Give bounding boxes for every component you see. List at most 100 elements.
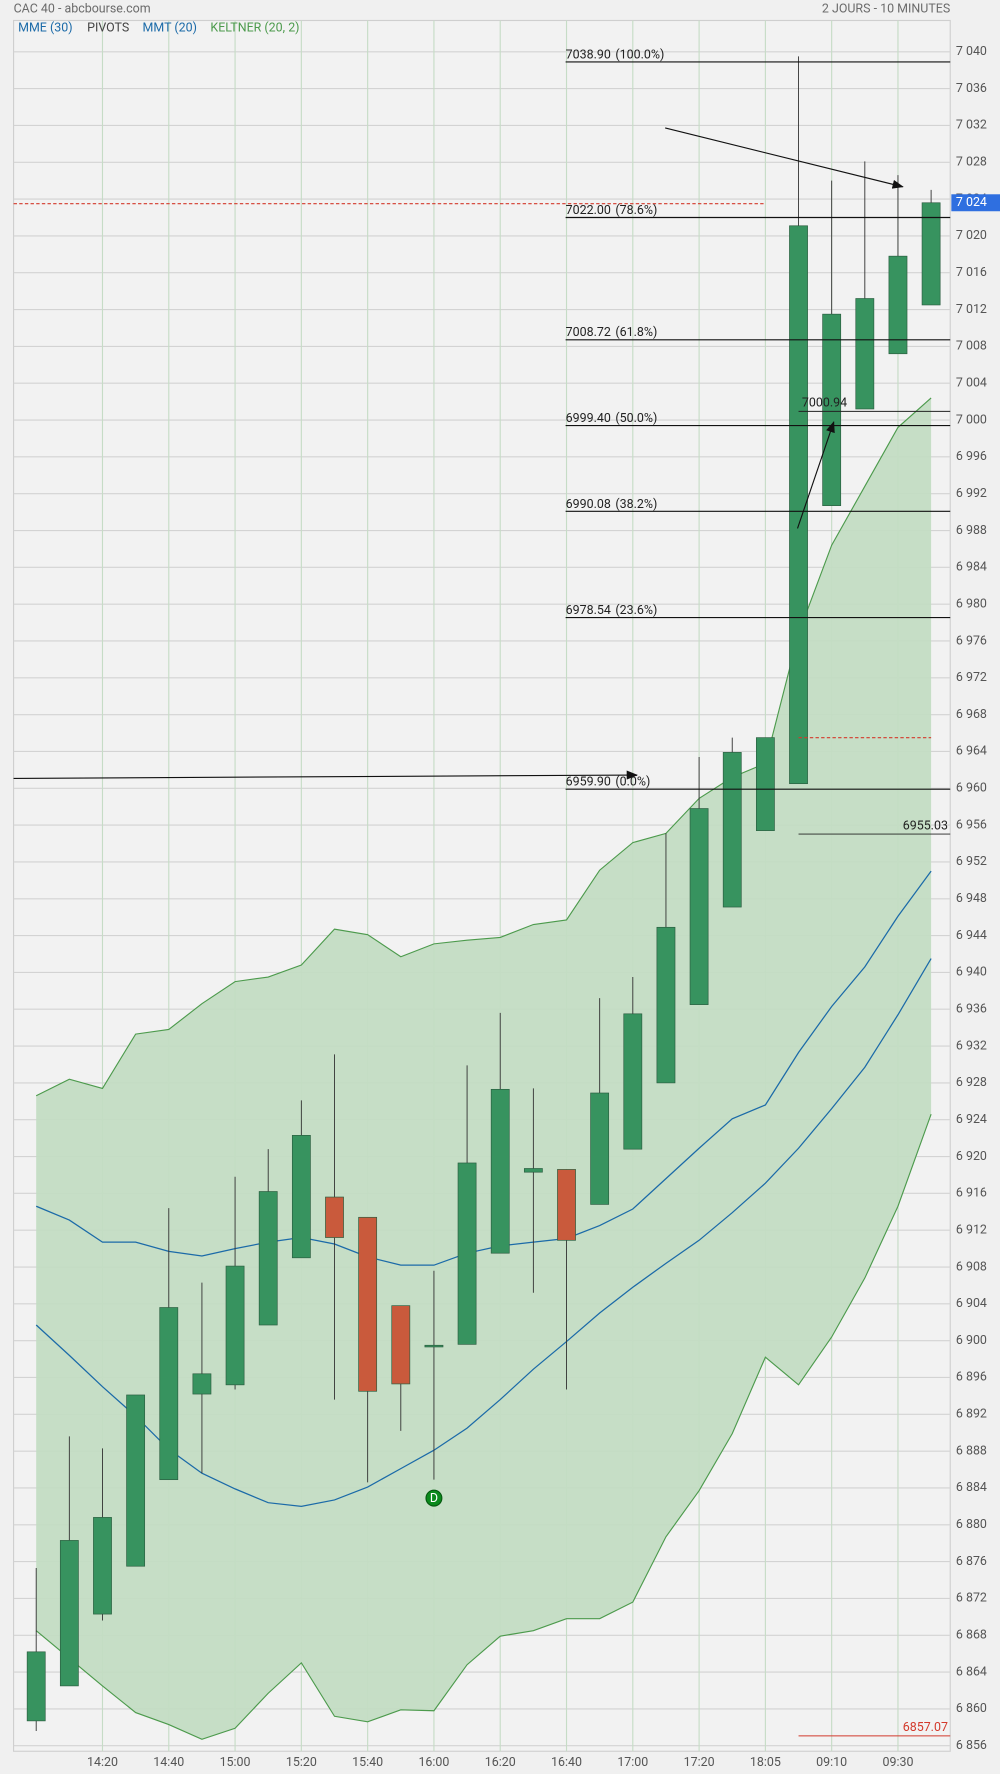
x-tick-label: 09:30 (882, 1755, 913, 1770)
candle-body (59, 1540, 79, 1687)
y-tick-label: 6 896 (956, 1370, 987, 1385)
candle-body (755, 737, 775, 831)
y-tick-label: 7 032 (956, 118, 987, 133)
level-label: 6857.07 (903, 1720, 948, 1735)
moving-averages (35, 870, 932, 1507)
candle-body (126, 1394, 146, 1567)
y-tick-label: 6 872 (956, 1591, 987, 1606)
candles (26, 56, 941, 1731)
level-label: 7000.94 (802, 396, 847, 411)
y-tick-label: 6 972 (956, 670, 987, 685)
y-tick-label: 7 036 (956, 81, 987, 96)
y-tick-label: 6 912 (956, 1222, 987, 1237)
candle-body (358, 1216, 378, 1392)
chart-subtitle: 2 JOURS - 10 MINUTES (822, 1, 950, 16)
legend: MME (30) PIVOTS MMT (20) KELTNER (20, 2) (18, 21, 299, 36)
fib-ratio: (100.0%) (615, 47, 664, 62)
y-tick-label: 7 000 (956, 412, 987, 427)
fib-ratio: (78.6%) (615, 203, 657, 218)
x-tick-label: 15:00 (220, 1755, 251, 1770)
chart-title: CAC 40 - abcbourse.com (14, 1, 151, 16)
x-tick-label: 17:00 (617, 1755, 648, 1770)
y-tick-label: 6 940 (956, 965, 987, 980)
x-tick-label: 15:20 (286, 1755, 317, 1770)
fib-ratio: (61.8%) (615, 325, 657, 340)
y-tick-label: 6 860 (956, 1701, 987, 1716)
candle-body (921, 202, 941, 306)
candle-body (192, 1373, 212, 1395)
y-tick-label: 6 932 (956, 1038, 987, 1053)
ma-line (35, 958, 932, 1507)
fib-price: 7038.90 (566, 47, 611, 62)
keltner-upper (35, 397, 932, 1097)
legend-entry: PIVOTS (87, 21, 129, 36)
x-tick-label: 16:40 (551, 1755, 582, 1770)
y-tick-label: 6 876 (956, 1554, 987, 1569)
y-tick-label: 6 984 (956, 560, 987, 575)
candle-body (93, 1517, 112, 1615)
candle-body (623, 1013, 643, 1150)
fib-price: 6990.08 (566, 497, 611, 512)
keltner-fill (36, 397, 932, 1740)
legend-entry: KELTNER (20, 2) (210, 21, 299, 36)
candle-body (722, 752, 742, 908)
y-tick-label: 7 004 (956, 375, 987, 390)
y-tick-label: 6 888 (956, 1443, 987, 1458)
annotations: 7038.90 (100.0%) 7022.00 (78.6%) 7008.72 (61.… (13, 47, 951, 1737)
level-label: 6955.03 (903, 818, 948, 833)
x-tick-label: 14:40 (153, 1755, 184, 1770)
y-tick-label: 7 008 (956, 339, 987, 354)
keltner-band (35, 397, 932, 1740)
candle-body (855, 298, 875, 410)
signal-marker (425, 1489, 443, 1507)
y-tick-label: 7 012 (956, 302, 987, 317)
signal-label: D (430, 1491, 438, 1506)
y-tick-label: 6 956 (956, 817, 987, 832)
fib-ratio: (50.0%) (615, 411, 657, 426)
candle-body (159, 1307, 179, 1481)
y-tick-label: 6 884 (956, 1480, 987, 1495)
y-tick-label: 6 952 (956, 854, 987, 869)
candle-body (689, 808, 709, 1005)
candle-body (258, 1191, 278, 1326)
legend-entry: MME (30) (18, 21, 72, 36)
ma-line (35, 870, 932, 1266)
candle-body (291, 1135, 311, 1259)
y-tick-label: 6 948 (956, 891, 987, 906)
x-tick-label: 16:20 (485, 1755, 516, 1770)
candle-body (325, 1196, 344, 1238)
candle-body (822, 313, 842, 506)
y-tick-label: 6 916 (956, 1186, 987, 1201)
y-tick-label: 6 992 (956, 486, 987, 501)
fib-price: 7022.00 (566, 203, 611, 218)
y-tick-label: 6 964 (956, 744, 987, 759)
candle-body (590, 1092, 610, 1205)
y-tick-label: 7 040 (956, 44, 987, 59)
fib-price: 6999.40 (566, 411, 611, 426)
y-tick-label: 6 976 (956, 633, 987, 648)
fib-price: 6959.90 (566, 775, 611, 790)
x-tick-label: 14:20 (87, 1755, 118, 1770)
y-tick-label: 6 904 (956, 1296, 987, 1311)
candle-body (888, 255, 908, 355)
y-tick-label: 7 020 (956, 228, 987, 243)
fib-ratio: (23.6%) (615, 603, 657, 618)
axes: 6 856 6 860 6 864 6 868 6 872 6 876 6 880 6 884… (87, 44, 1000, 1770)
y-tick-label: 6 856 (956, 1738, 987, 1753)
y-tick-label: 6 944 (956, 928, 987, 943)
y-tick-label: 6 968 (956, 707, 987, 722)
y-tick-label: 6 908 (956, 1259, 987, 1274)
y-tick-label: 6 980 (956, 596, 987, 611)
y-tick-label: 6 880 (956, 1517, 987, 1532)
candle-body (490, 1088, 510, 1254)
y-tick-label: 6 864 (956, 1664, 987, 1679)
trend-arrow (796, 420, 835, 529)
y-tick-label: 7 016 (956, 265, 987, 280)
x-tick-label: 09:10 (816, 1755, 847, 1770)
x-tick-label: 15:40 (352, 1755, 383, 1770)
y-tick-label: 6 960 (956, 781, 987, 796)
fib-price: 6978.54 (566, 603, 611, 618)
last-price-tag (951, 194, 1000, 212)
